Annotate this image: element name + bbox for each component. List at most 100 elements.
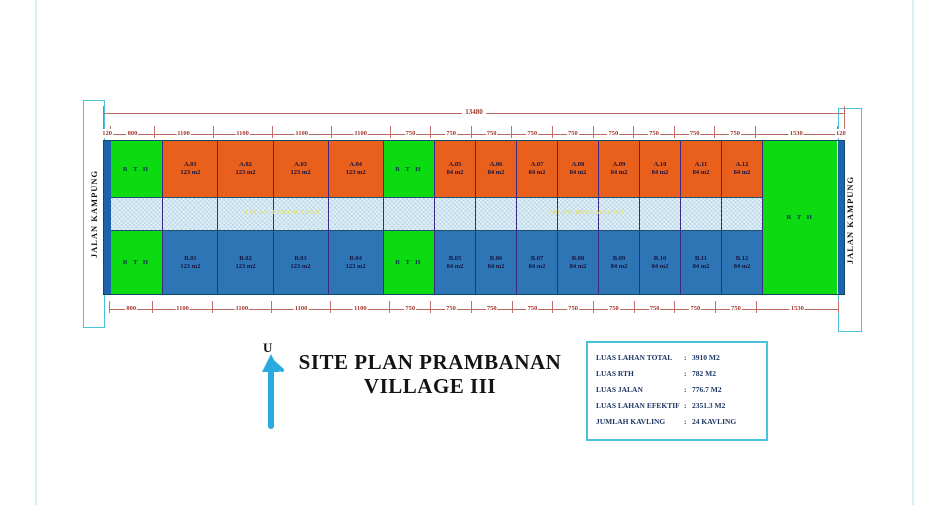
road-band-cell: [721, 197, 762, 231]
legend-value: 782 M2: [692, 369, 716, 378]
plot-area: 84 m2: [733, 169, 751, 176]
rth-column-full: R T H: [762, 141, 838, 294]
plot-cell: B.06 84 m2: [475, 231, 516, 294]
plot-cell: A.08 84 m2: [557, 141, 598, 197]
plot-area: 84 m2: [528, 169, 546, 176]
plot-cell: B.10 84 m2: [639, 231, 680, 294]
rth-cell: R T H: [383, 141, 434, 197]
legend-row: JUMLAH KAVLING:24 KAVLING: [596, 417, 758, 426]
title-line-1: SITE PLAN PRAMBANAN: [298, 350, 562, 374]
plot-cell: A.10 84 m2: [639, 141, 680, 197]
dimension-segment: 750: [470, 301, 512, 313]
plot-column: A.03 123 m2 B.03 123 m2: [273, 141, 329, 294]
dimension-segment: 750: [552, 301, 594, 313]
dimension-segment: 750: [552, 126, 593, 138]
legend-label: LUAS LAHAN EFEKTIF: [596, 401, 680, 410]
right-end-strip: [837, 141, 844, 294]
plot-area: 123 m2: [180, 169, 201, 176]
legend-row: LUAS LAHAN EFEKTIF:2351.3 M2: [596, 401, 758, 410]
plot-cell: A.09 84 m2: [598, 141, 639, 197]
legend-row: LUAS JALAN:776.7 M2: [596, 385, 758, 394]
plot-cell: B.05 84 m2: [434, 231, 475, 294]
legend-value: 24 KAVLING: [692, 417, 737, 426]
dimension-segment: 750: [674, 301, 716, 313]
road-band-cell: [383, 197, 434, 231]
road-band-cell: [273, 197, 328, 231]
dimension-segment: 750: [511, 126, 553, 138]
plot-cell: A.02 123 m2: [218, 141, 273, 197]
rth-cell: R T H: [110, 141, 163, 197]
plot-cell: B.11 84 m2: [680, 231, 721, 294]
road-band-cell: [328, 197, 383, 231]
plot-column: A.02 123 m2 B.02 123 m2: [218, 141, 274, 294]
dimension-segment: 120: [101, 126, 114, 138]
dimension-segment: 1100: [270, 301, 331, 313]
plot-area: 84 m2: [569, 262, 587, 270]
legend-label: LUAS RTH: [596, 369, 634, 378]
plot-area: 84 m2: [733, 262, 751, 270]
dimension-segment: 1100: [211, 301, 271, 313]
plot-column: A.06 84 m2 B.06 84 m2: [475, 141, 517, 294]
dimension-segment: 750: [430, 126, 471, 138]
dimension-segment: 1530: [755, 301, 839, 313]
plot-id: B.12: [735, 254, 749, 262]
dimension-row-bottom: 800 1100 1100 1100 1100 750 750 750 750 750 750 750…: [109, 301, 839, 313]
plot-area: 123 m2: [235, 262, 256, 270]
plot-cell: B.09 84 m2: [598, 231, 639, 294]
plot-area: 84 m2: [692, 262, 710, 270]
dimension-segment: 1100: [212, 126, 272, 138]
plot-area: 123 m2: [180, 262, 201, 270]
dimension-row-top: 120 800 1100 1100 1100 1100 750 750 750 750 750 750…: [101, 126, 847, 138]
plot-id: A.02: [239, 161, 252, 168]
plot-area: 84 m2: [446, 262, 464, 270]
plot-id: B.04: [349, 254, 362, 262]
right-road-label: JALAN KAMPUNG: [845, 175, 856, 265]
road-band-cell: [516, 197, 557, 231]
legend-value: 3910 M2: [692, 353, 720, 362]
dimension-segment: 750: [715, 301, 756, 313]
road-band-cell: [434, 197, 475, 231]
rth-cell: R T H: [762, 141, 838, 294]
dimension-tick: [844, 106, 845, 136]
plot-id: A.05: [448, 161, 462, 168]
plot-area: 84 m2: [569, 169, 587, 176]
center-road-label-2: JALAN PERUMAHAN: [548, 210, 625, 216]
dimension-segment: 1100: [153, 126, 213, 138]
plot-id: A.08: [571, 161, 585, 168]
plot-id: B.09: [612, 254, 626, 262]
plot-id: A.11: [694, 161, 708, 168]
dimension-segment: 800: [110, 126, 154, 138]
dimension-segment: 1100: [330, 301, 390, 313]
dimension-segment: 1100: [330, 126, 390, 138]
dimension-segment: 750: [633, 126, 674, 138]
rth-cell: R T H: [110, 231, 163, 294]
left-end-strip: [104, 141, 111, 294]
plot-id: A.01: [183, 161, 197, 168]
plot-id: B.06: [489, 254, 503, 262]
plot-column: A.12 84 m2 B.12 84 m2: [721, 141, 763, 294]
legend-value: 776.7 M2: [692, 385, 722, 394]
rth-column: R T H R T H: [110, 141, 164, 294]
dimension-segment: 1530: [754, 126, 837, 138]
plot-cell: B.02 123 m2: [218, 231, 273, 294]
plot-column: A.04 123 m2 B.04 123 m2: [328, 141, 384, 294]
dimension-segment: 1100: [271, 126, 331, 138]
plot-id: A.10: [653, 161, 667, 168]
rth-column: R T H R T H: [383, 141, 435, 294]
plot-column: A.09 84 m2 B.09 84 m2: [598, 141, 640, 294]
road-band-cell: [218, 197, 273, 231]
title-line-2: VILLAGE III: [363, 374, 497, 399]
plot-area: 84 m2: [487, 262, 505, 270]
dimension-segment: 750: [673, 126, 715, 138]
plot-cell: A.12 84 m2: [721, 141, 762, 197]
page-title: SITE PLAN PRAMBANAN VILLAGE III: [295, 350, 565, 398]
plot-cell: A.01 123 m2: [163, 141, 218, 197]
plot-id: B.03: [294, 254, 307, 262]
plot-area: 84 m2: [651, 262, 669, 270]
dimension-overall: 13480: [103, 106, 845, 136]
plot-cell: B.12 84 m2: [721, 231, 762, 294]
legend-box: LUAS LAHAN TOTAL:3910 M2 LUAS RTH:782 M2 L…: [586, 341, 768, 441]
legend-label: JUMLAH KAVLING: [596, 417, 666, 426]
